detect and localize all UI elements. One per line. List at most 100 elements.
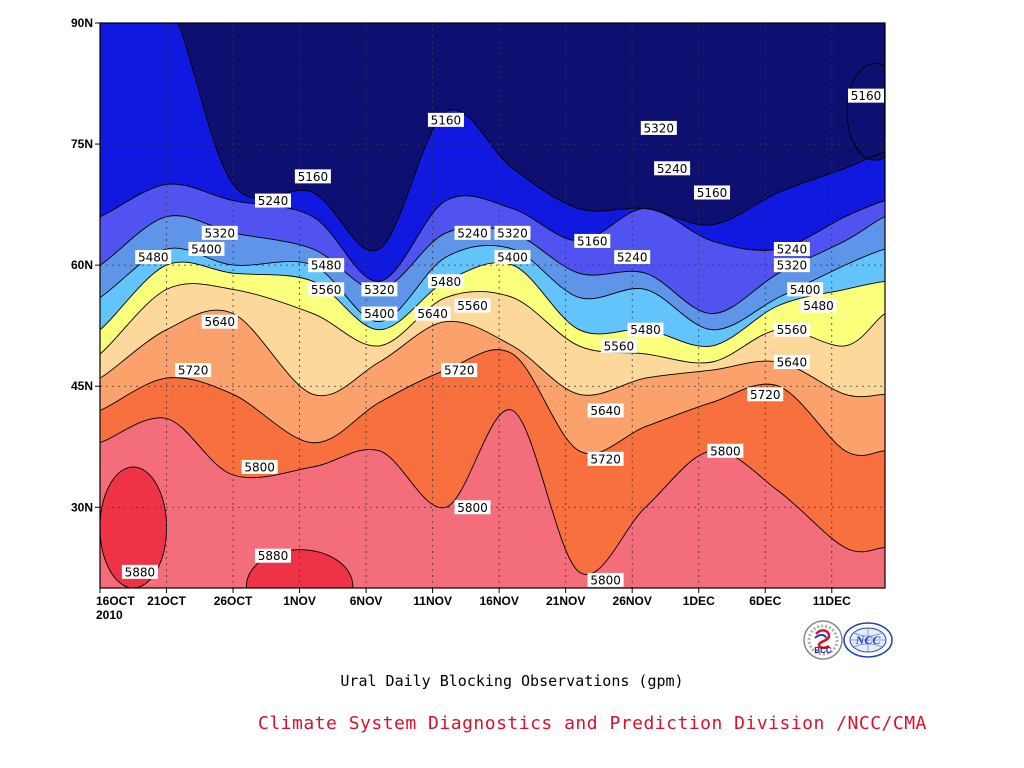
contour-band-5800 bbox=[100, 409, 885, 588]
svg-text:5160: 5160 bbox=[431, 113, 462, 127]
contour-label: 5720 bbox=[587, 451, 624, 466]
svg-text:5160: 5160 bbox=[577, 234, 608, 248]
svg-text:5240: 5240 bbox=[457, 226, 488, 240]
bcc-logo-text: BCC bbox=[814, 646, 832, 655]
contour-label: 5720 bbox=[175, 363, 212, 378]
svg-text:5880: 5880 bbox=[125, 565, 156, 579]
x-tick-label: 6NOV bbox=[350, 594, 383, 608]
svg-text:5800: 5800 bbox=[457, 501, 488, 515]
svg-text:5480: 5480 bbox=[311, 259, 342, 273]
plot-area: 5160 5160 5160 5160 5160 5240 5240 5240 5240 5240… bbox=[99, 22, 886, 589]
contour-label: 5320 bbox=[361, 282, 398, 297]
contour-label: 5480 bbox=[308, 258, 345, 273]
contour-line-5480 bbox=[100, 261, 885, 347]
svg-text:5800: 5800 bbox=[590, 573, 621, 587]
contour-label: 5160 bbox=[574, 233, 611, 248]
svg-text:5720: 5720 bbox=[750, 388, 781, 402]
contour-label: 5640 bbox=[201, 314, 238, 329]
x-tick-label: 11NOV bbox=[413, 594, 452, 608]
svg-text:5720: 5720 bbox=[590, 452, 621, 466]
svg-text:5640: 5640 bbox=[204, 315, 235, 329]
svg-text:5240: 5240 bbox=[657, 162, 688, 176]
svg-text:5400: 5400 bbox=[790, 283, 821, 297]
contour-line-5560 bbox=[100, 283, 885, 364]
y-tick-label: 60N bbox=[71, 258, 93, 272]
svg-text:5320: 5320 bbox=[364, 283, 395, 297]
contour-label: 5560 bbox=[308, 282, 345, 297]
bcc-logo: BCC bbox=[803, 620, 843, 660]
svg-text:5320: 5320 bbox=[777, 259, 808, 273]
contour-label: 5400 bbox=[188, 242, 225, 257]
svg-text:5240: 5240 bbox=[617, 251, 648, 265]
contour-label: 5160 bbox=[848, 88, 884, 103]
contour-line-5800 bbox=[100, 409, 885, 575]
svg-text:5880: 5880 bbox=[258, 549, 289, 563]
x-tick-label: 1NOV bbox=[283, 594, 316, 608]
contour-label: 5800 bbox=[707, 443, 744, 458]
contour-label: 5400 bbox=[361, 306, 398, 321]
svg-text:5240: 5240 bbox=[777, 243, 808, 257]
contour-labels: 5160 5160 5160 5160 5160 5240 5240 5240 5240 5240… bbox=[121, 88, 884, 587]
chart-caption: Ural Daily Blocking Observations (gpm) bbox=[340, 672, 684, 690]
svg-text:5320: 5320 bbox=[497, 226, 528, 240]
svg-text:5560: 5560 bbox=[311, 283, 342, 297]
contour-label: 5640 bbox=[414, 306, 451, 321]
x-tick-label: 26OCT bbox=[214, 594, 253, 608]
contour-label: 5720 bbox=[747, 387, 784, 402]
contour-label: 5480 bbox=[427, 274, 464, 289]
svg-text:5560: 5560 bbox=[604, 339, 635, 353]
contour-line-5160 bbox=[177, 23, 885, 252]
contour-bands bbox=[100, 23, 885, 588]
contour-label: 5240 bbox=[254, 193, 291, 208]
contour-label: 5480 bbox=[800, 298, 837, 313]
contour-line-5240 bbox=[100, 183, 885, 282]
svg-text:5320: 5320 bbox=[204, 226, 235, 240]
svg-text:5560: 5560 bbox=[777, 323, 808, 337]
svg-text:5720: 5720 bbox=[444, 364, 475, 378]
x-tick-label: 11DEC bbox=[813, 594, 851, 608]
y-tick-label: 75N bbox=[71, 137, 93, 151]
y-tick-label: 45N bbox=[71, 379, 93, 393]
x-tick-label: 21OCT bbox=[147, 594, 186, 608]
x-axis: 16OCT 21OCT 26OCT 1NOV 6NOV 11NOV 16NOV 21NOV 26… bbox=[96, 588, 851, 622]
contour-label: 5160 bbox=[694, 185, 731, 200]
low-center-5160 bbox=[846, 62, 885, 161]
contour-label: 5240 bbox=[454, 225, 491, 240]
svg-text:5160: 5160 bbox=[851, 89, 882, 103]
contour-label: 5800 bbox=[241, 459, 278, 474]
contour-label: 5320 bbox=[773, 258, 810, 273]
contour-label: 5240 bbox=[614, 250, 651, 265]
svg-text:5640: 5640 bbox=[417, 307, 448, 321]
grid-lines bbox=[100, 23, 885, 588]
contour-label: 5400 bbox=[787, 282, 824, 297]
svg-text:5320: 5320 bbox=[644, 121, 675, 135]
contour-label: 5880 bbox=[121, 564, 158, 579]
contour-label: 5240 bbox=[773, 242, 810, 257]
svg-text:5640: 5640 bbox=[777, 356, 808, 370]
contour-label: 5480 bbox=[627, 322, 664, 337]
svg-text:5720: 5720 bbox=[178, 364, 209, 378]
svg-text:5400: 5400 bbox=[191, 243, 222, 257]
contour-label: 5480 bbox=[135, 250, 172, 265]
svg-text:5160: 5160 bbox=[298, 170, 329, 184]
x-tick-label: 21NOV bbox=[546, 594, 585, 608]
contour-line-5640 bbox=[100, 309, 885, 398]
svg-text:5800: 5800 bbox=[244, 460, 275, 474]
svg-text:5800: 5800 bbox=[710, 444, 741, 458]
contour-label: 5720 bbox=[441, 363, 478, 378]
svg-text:5480: 5480 bbox=[138, 251, 169, 265]
x-tick-label: 1DEC bbox=[683, 594, 715, 608]
contour-label: 5800 bbox=[587, 572, 624, 587]
y-tick-label: 90N bbox=[71, 16, 93, 30]
plot-frame bbox=[99, 22, 886, 589]
x-tick-label: 16OCT bbox=[96, 594, 135, 608]
contour-line-5720 bbox=[100, 349, 885, 456]
contour-label: 5560 bbox=[600, 338, 637, 353]
contour-label: 5320 bbox=[494, 225, 531, 240]
svg-text:5480: 5480 bbox=[803, 299, 834, 313]
svg-text:5400: 5400 bbox=[497, 251, 528, 265]
ncc-logo: NCC bbox=[843, 622, 893, 658]
x-year-label: 2010 bbox=[96, 608, 123, 622]
contour-label: 5320 bbox=[201, 225, 238, 240]
